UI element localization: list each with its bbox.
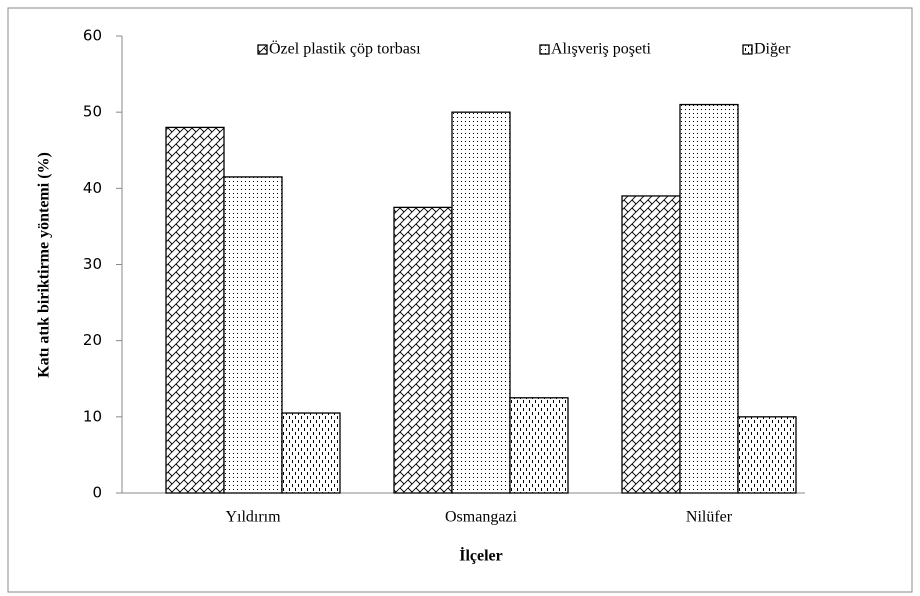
- bar: [281, 412, 341, 494]
- x-tick-label: Osmangazi: [445, 509, 518, 526]
- bar: [223, 176, 283, 494]
- bar: [451, 111, 511, 494]
- legend-label: Alışveriş poşeti: [551, 41, 652, 58]
- bar: [679, 103, 739, 494]
- y-axis-title: Katı atık biriktirme yöntemi (%): [36, 152, 53, 378]
- x-axis-title: İlçeler: [459, 546, 503, 565]
- y-tick-label: 50: [83, 103, 102, 121]
- bar: [737, 416, 797, 494]
- bar: [165, 126, 225, 494]
- bar: [621, 195, 681, 494]
- legend-swatch: [539, 44, 550, 55]
- bar: [393, 206, 453, 494]
- x-tick-label: Yıldırım: [225, 509, 281, 526]
- x-tick-label: Nilüfer: [686, 509, 733, 526]
- y-tick-label: 60: [83, 27, 102, 45]
- y-tick-label: 10: [83, 407, 102, 425]
- y-tick-label: 30: [83, 255, 102, 273]
- y-tick-label: 0: [92, 484, 102, 502]
- frame: [7, 7, 913, 593]
- legend-swatch: [257, 44, 268, 55]
- y-tick-label: 40: [83, 179, 102, 197]
- legend-swatch: [742, 44, 753, 55]
- legend-label: Özel plastik çöp torbası: [269, 40, 421, 58]
- y-tick-label: 20: [83, 331, 102, 349]
- legend-label: Diğer: [754, 41, 791, 58]
- bar: [509, 397, 569, 494]
